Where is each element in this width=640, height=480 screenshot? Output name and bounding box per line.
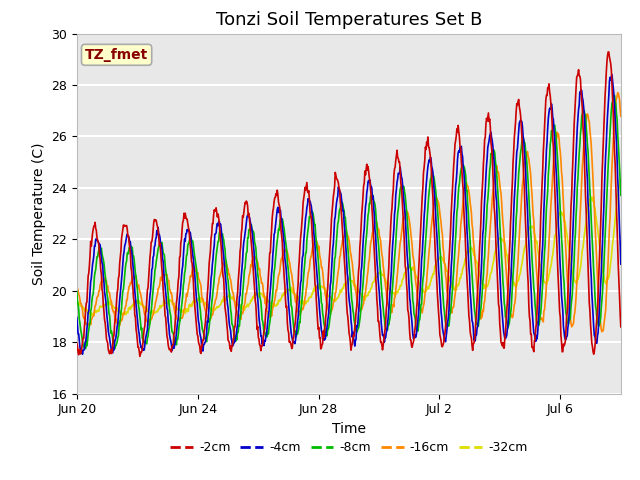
Y-axis label: Soil Temperature (C): Soil Temperature (C) [31,143,45,285]
Legend: -2cm, -4cm, -8cm, -16cm, -32cm: -2cm, -4cm, -8cm, -16cm, -32cm [165,436,532,459]
Title: Tonzi Soil Temperatures Set B: Tonzi Soil Temperatures Set B [216,11,482,29]
Text: TZ_fmet: TZ_fmet [85,48,148,62]
X-axis label: Time: Time [332,422,366,436]
